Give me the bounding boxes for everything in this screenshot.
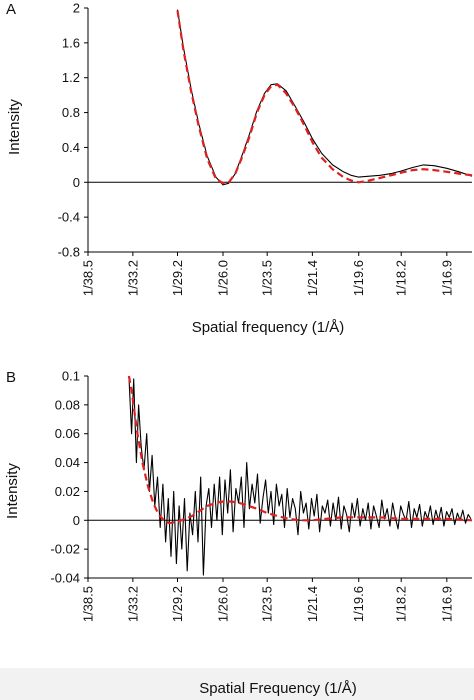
panel-b-x-tick-label: 1/23.5	[260, 586, 275, 622]
panel-b-x-tick-label: 1/29.2	[170, 586, 185, 622]
panel-b-y-tick-label: 0.06	[55, 426, 80, 441]
panel-a-plot: 2 1.6 1.2 0.8 0.4 0 -0.4 -0.81/38.5 1/33.2 1/29.2…	[58, 1, 473, 296]
panel-b-letter: B	[6, 369, 16, 386]
panel-a-measured-line	[176, 9, 473, 186]
panel-b-y-tick-label: 0.02	[55, 484, 80, 499]
panel-b-x-tick-label: 1/38.5	[81, 586, 96, 622]
panel-a-x-tick-label: 1/29.2	[170, 260, 185, 296]
panel-b-x-tick-label: 1/19.6	[351, 586, 366, 622]
panel-a-x-tick-label: 1/38.5	[81, 260, 96, 296]
panel-a-y-tick-label: 0.8	[62, 105, 80, 120]
panel-b-y-axis-label: Intensity	[4, 463, 21, 519]
footer-strip	[0, 668, 474, 700]
panel-b-x-tick-label: 1/21.4	[305, 586, 320, 622]
panel-a-letter: A	[6, 1, 16, 18]
panel-a-y-tick-label: 0.4	[62, 140, 80, 155]
panel-a-x-tick-label: 1/19.6	[351, 260, 366, 296]
panel-a-y-tick-label: 1.6	[62, 35, 80, 50]
panel-a-y-tick-label: 1.2	[62, 70, 80, 85]
panel-b: B Intensity Spatial Frequency (1/Å) 0.10…	[4, 369, 473, 697]
panel-b-x-tick-label: 1/16.9	[439, 586, 454, 622]
panel-b-plot: 0.1 0.08 0.06 0.04 0.02 0 -0.02 -0.041/38.5 1/33…	[50, 369, 473, 622]
panel-a: A Intensity Spatial frequency (1/Å) 2 1.6…	[6, 1, 473, 336]
panel-a-x-axis-label: Spatial frequency (1/Å)	[192, 319, 345, 336]
panel-a-y-tick-label: 0	[73, 175, 80, 190]
panel-b-y-tick-label: 0	[73, 513, 80, 528]
panel-a-y-tick-label: -0.8	[58, 245, 80, 260]
panel-a-x-tick-label: 1/16.9	[439, 260, 454, 296]
panel-a-x-tick-label: 1/18.2	[394, 260, 409, 296]
panel-b-x-tick-label: 1/26.0	[215, 586, 230, 622]
panel-b-x-tick-label: 1/33.2	[125, 586, 140, 622]
panel-b-x-tick-label: 1/18.2	[394, 586, 409, 622]
panel-b-y-tick-label: 0.04	[55, 455, 80, 470]
panel-a-y-tick-label: -0.4	[58, 210, 80, 225]
panel-a-y-tick-label: 2	[73, 1, 80, 16]
panel-a-y-axis-label: Intensity	[6, 99, 23, 155]
panel-a-x-tick-label: 1/26.0	[215, 260, 230, 296]
panel-b-model-fit-line	[127, 375, 473, 525]
panel-b-y-tick-label: -0.02	[50, 542, 80, 557]
panel-b-measured-line	[128, 375, 472, 576]
panel-a-model-fit-line	[176, 10, 473, 185]
panel-a-x-tick-label: 1/21.4	[305, 260, 320, 296]
panel-a-x-tick-label: 1/33.2	[125, 260, 140, 296]
panel-b-y-tick-label: 0.1	[62, 369, 80, 384]
panel-a-x-tick-label: 1/23.5	[260, 260, 275, 296]
panel-b-y-tick-label: -0.04	[50, 571, 80, 586]
panel-b-y-tick-label: 0.08	[55, 397, 80, 412]
panel-b-x-axis-label: Spatial Frequency (1/Å)	[199, 680, 357, 697]
